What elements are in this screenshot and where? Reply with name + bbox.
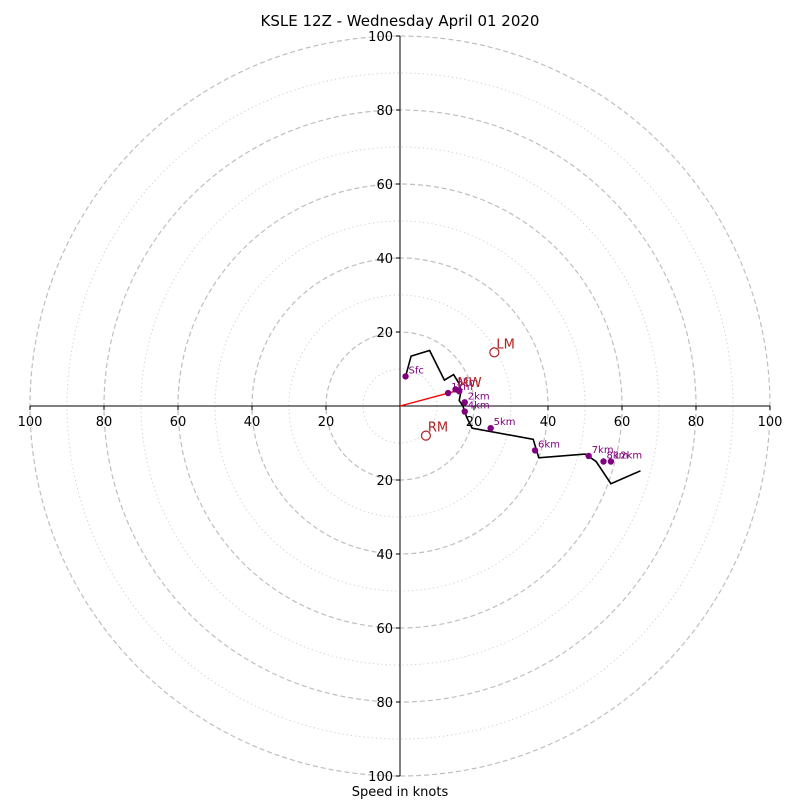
y-tick-label: 40 — [376, 548, 393, 563]
x-tick-label: 20 — [466, 415, 483, 430]
motion-markers: LM RM MW — [420, 337, 515, 441]
y-tick-label: 60 — [376, 622, 393, 637]
height-point-12km — [607, 458, 615, 465]
height-point-Sfc — [402, 373, 409, 380]
height-label-1km: 1km — [451, 382, 473, 393]
height-point-8km — [600, 458, 607, 465]
y-tick-label: 20 — [376, 474, 393, 489]
height-label-3km: 3km — [457, 377, 479, 388]
height-point-2km — [461, 399, 468, 406]
motion-label-LM: LM — [496, 337, 514, 352]
height-label-8km: 8km — [607, 451, 629, 462]
height-point-5km — [487, 425, 494, 432]
x-tick-label: 40 — [244, 415, 261, 430]
height-label-12km: 12km — [614, 451, 642, 462]
chart-title: KSLE 12Z - Wednesday April 01 2020 — [261, 12, 540, 30]
motion-marker-RM — [420, 430, 431, 441]
y-tick-label: 80 — [376, 696, 393, 711]
x-tick-label: 60 — [170, 415, 187, 430]
x-tick-label: 80 — [96, 415, 113, 430]
height-point-7km — [585, 452, 592, 460]
x-tick-label: 100 — [18, 415, 43, 430]
motion-label-RM: RM — [428, 421, 448, 436]
tick-labels: 100 100 80 80 60 60 40 40 20 20 20 20 40 40 60 60 80 80 10… — [18, 30, 783, 785]
y-tick-label: 100 — [368, 30, 393, 45]
x-tick-label: 100 — [758, 415, 783, 430]
motion-marker-LM — [489, 347, 500, 358]
height-point-4km — [461, 408, 468, 415]
height-label-2km: 2km — [468, 391, 490, 402]
y-tick-label: 80 — [376, 104, 393, 119]
y-tick-label: 60 — [376, 178, 393, 193]
y-tick-label: 40 — [376, 252, 393, 267]
x-axis-label: Speed in knots — [352, 785, 449, 800]
y-tick-label: 100 — [368, 770, 393, 785]
height-point-6km — [531, 447, 539, 454]
height-label-4km: 4km — [468, 401, 490, 412]
height-label-Sfc: Sfc — [409, 365, 424, 376]
height-label-7km: 7km — [592, 445, 614, 456]
x-tick-label: 40 — [540, 415, 557, 430]
height-point-1km — [444, 389, 452, 397]
x-tick-label: 60 — [614, 415, 631, 430]
height-label-6km: 6km — [538, 439, 560, 450]
height-label-5km: 5km — [494, 417, 516, 428]
x-tick-label: 80 — [688, 415, 705, 430]
y-tick-label: 20 — [376, 326, 393, 341]
x-tick-label: 20 — [318, 415, 335, 430]
height-point-extra-1 — [456, 388, 463, 395]
motion-label-MW: MW — [458, 376, 482, 391]
